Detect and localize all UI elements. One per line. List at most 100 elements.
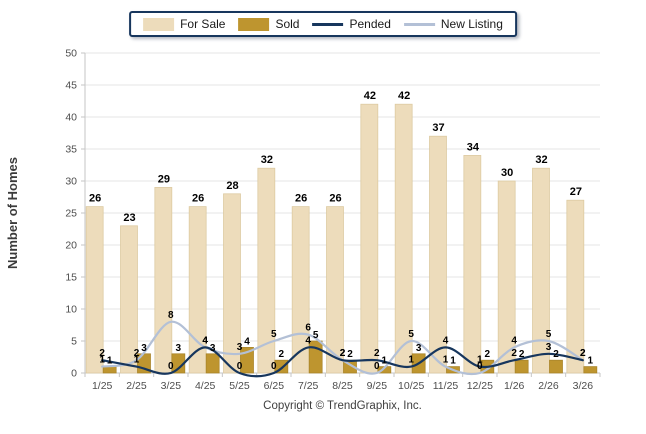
label-pended: 1 bbox=[477, 355, 483, 366]
label-for-sale: 29 bbox=[158, 173, 170, 185]
label-for-sale: 32 bbox=[261, 154, 273, 166]
label-sold: 3 bbox=[176, 343, 182, 354]
label-sold: 1 bbox=[450, 356, 456, 367]
label-sold: 5 bbox=[313, 330, 319, 341]
y-tick-label: 45 bbox=[65, 80, 77, 92]
label-sold: 1 bbox=[588, 356, 594, 367]
y-tick-label: 0 bbox=[71, 368, 77, 380]
label-new-listing: 4 bbox=[202, 335, 208, 346]
x-tick-label: 2/25 bbox=[126, 380, 147, 392]
bar-sold bbox=[205, 353, 220, 374]
bar-for-sale bbox=[497, 180, 516, 374]
x-tick-label: 6/25 bbox=[264, 380, 285, 392]
x-tick-label: 8/25 bbox=[332, 380, 353, 392]
label-sold: 2 bbox=[347, 349, 353, 360]
label-sold: 2 bbox=[519, 349, 525, 360]
bar-for-sale bbox=[291, 206, 310, 374]
label-sold: 4 bbox=[244, 336, 250, 347]
label-new-listing: 5 bbox=[546, 329, 552, 340]
y-tick-label: 20 bbox=[65, 240, 77, 252]
x-tick-label: 3/25 bbox=[161, 380, 182, 392]
label-sold: 1 bbox=[107, 356, 113, 367]
label-for-sale: 34 bbox=[467, 141, 480, 153]
label-sold: 3 bbox=[210, 343, 216, 354]
label-new-listing: 3 bbox=[237, 342, 243, 353]
label-sold: 2 bbox=[279, 349, 285, 360]
label-for-sale: 23 bbox=[123, 212, 135, 224]
label-pended: 0 bbox=[168, 361, 174, 372]
label-sold: 2 bbox=[485, 349, 491, 360]
label-for-sale: 27 bbox=[570, 186, 582, 198]
bar-for-sale bbox=[394, 103, 413, 374]
bar-for-sale bbox=[532, 167, 550, 374]
label-for-sale: 42 bbox=[364, 90, 376, 102]
bar-sold bbox=[549, 359, 563, 374]
bar-sold bbox=[514, 359, 529, 374]
bar-for-sale bbox=[223, 193, 241, 374]
label-pended: 0 bbox=[271, 361, 277, 372]
x-tick-label: 3/26 bbox=[573, 380, 594, 392]
legend-swatch-bar bbox=[143, 17, 175, 31]
label-pended: 2 bbox=[511, 348, 517, 359]
label-pended: 0 bbox=[237, 361, 243, 372]
y-tick-label: 25 bbox=[65, 208, 77, 220]
legend-item-for-sale: For Sale bbox=[143, 17, 225, 31]
label-new-listing: 0 bbox=[477, 361, 483, 372]
y-tick-label: 35 bbox=[65, 144, 77, 156]
label-for-sale: 42 bbox=[398, 90, 410, 102]
bar-sold bbox=[102, 366, 117, 374]
label-for-sale: 28 bbox=[226, 180, 238, 192]
bar-for-sale bbox=[154, 187, 173, 374]
legend-swatch-bar bbox=[238, 17, 270, 31]
label-new-listing: 6 bbox=[305, 323, 311, 334]
x-tick-label: 2/26 bbox=[538, 380, 559, 392]
y-tick-label: 30 bbox=[65, 176, 77, 188]
label-new-listing: 5 bbox=[271, 329, 277, 340]
label-for-sale: 26 bbox=[329, 193, 341, 205]
y-tick-label: 5 bbox=[71, 336, 77, 348]
label-pended: 2 bbox=[580, 348, 586, 359]
label-pended: 4 bbox=[305, 335, 311, 346]
label-for-sale: 26 bbox=[89, 193, 101, 205]
label-for-sale: 37 bbox=[432, 122, 444, 134]
chart-legend: For Sale Sold Pended New Listing bbox=[129, 11, 517, 37]
label-for-sale: 30 bbox=[501, 167, 513, 179]
legend-swatch-line bbox=[403, 22, 435, 26]
bar-for-sale bbox=[326, 206, 344, 374]
label-pended: 4 bbox=[202, 335, 208, 346]
label-new-listing: 4 bbox=[511, 335, 517, 346]
label-new-listing: 2 bbox=[134, 348, 140, 359]
label-new-listing: 5 bbox=[408, 329, 414, 340]
label-sold: 3 bbox=[416, 343, 422, 354]
bar-for-sale bbox=[85, 206, 104, 374]
label-pended: 1 bbox=[408, 355, 414, 366]
label-sold: 1 bbox=[382, 356, 388, 367]
label-pended: 3 bbox=[546, 342, 552, 353]
label-pended: 2 bbox=[99, 348, 105, 359]
legend-item-pended: Pended bbox=[312, 17, 391, 31]
x-tick-label: 5/25 bbox=[229, 380, 250, 392]
label-for-sale: 26 bbox=[192, 193, 204, 205]
bar-sold bbox=[308, 340, 323, 374]
legend-item-sold: Sold bbox=[238, 17, 299, 31]
legend-swatch-line bbox=[312, 22, 344, 26]
y-tick-label: 15 bbox=[65, 272, 77, 284]
legend-label: Pended bbox=[349, 17, 391, 31]
x-tick-label: 1/26 bbox=[504, 380, 525, 392]
x-tick-label: 11/25 bbox=[433, 380, 459, 392]
x-tick-label: 4/25 bbox=[195, 380, 216, 392]
x-tick-label: 7/25 bbox=[298, 380, 319, 392]
bar-sold bbox=[583, 366, 598, 374]
label-new-listing: 8 bbox=[168, 310, 174, 321]
bar-for-sale bbox=[429, 135, 447, 374]
label-new-listing: 0 bbox=[374, 361, 380, 372]
pended-line bbox=[101, 346, 584, 378]
label-new-listing: 2 bbox=[580, 348, 586, 359]
legend-item-new-listing: New Listing bbox=[403, 17, 503, 31]
copyright-text: Copyright © TrendGraphix, Inc. bbox=[263, 400, 422, 412]
label-sold: 3 bbox=[141, 343, 147, 354]
label-for-sale: 26 bbox=[295, 193, 307, 205]
y-tick-label: 50 bbox=[65, 48, 77, 60]
